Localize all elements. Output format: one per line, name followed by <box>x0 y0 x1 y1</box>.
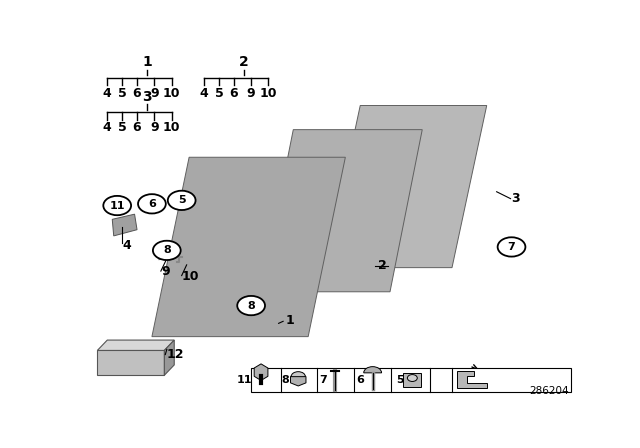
Text: 7: 7 <box>319 375 326 385</box>
Text: 9: 9 <box>150 121 159 134</box>
Polygon shape <box>164 340 174 375</box>
Polygon shape <box>254 364 268 380</box>
Circle shape <box>237 296 265 315</box>
Text: 8: 8 <box>247 301 255 310</box>
Text: 5: 5 <box>118 121 127 134</box>
Text: 4: 4 <box>103 121 111 134</box>
Text: 10: 10 <box>163 121 180 134</box>
Polygon shape <box>112 214 137 236</box>
Wedge shape <box>291 372 305 377</box>
Text: 1: 1 <box>286 314 294 327</box>
Polygon shape <box>457 371 487 388</box>
Text: 5: 5 <box>214 86 223 99</box>
Circle shape <box>153 241 180 260</box>
Circle shape <box>408 375 417 382</box>
Text: 6: 6 <box>132 86 141 99</box>
Text: 4: 4 <box>200 86 209 99</box>
Text: 9: 9 <box>162 265 170 278</box>
Text: 5: 5 <box>118 86 127 99</box>
FancyBboxPatch shape <box>403 373 421 387</box>
Text: 3: 3 <box>511 192 520 205</box>
Text: 10: 10 <box>182 270 199 283</box>
FancyBboxPatch shape <box>251 368 571 392</box>
Polygon shape <box>261 129 422 292</box>
Polygon shape <box>152 157 346 336</box>
Text: 7: 7 <box>508 242 515 252</box>
Text: 2: 2 <box>239 55 248 69</box>
Text: 6: 6 <box>148 199 156 209</box>
Text: 5: 5 <box>178 195 186 205</box>
Text: 286204: 286204 <box>529 386 568 396</box>
Text: 10: 10 <box>260 86 277 99</box>
Text: 2: 2 <box>378 259 387 272</box>
Text: 1: 1 <box>142 55 152 69</box>
Circle shape <box>138 194 166 214</box>
Text: 5: 5 <box>396 375 403 385</box>
Text: 6: 6 <box>356 375 364 385</box>
Text: 8: 8 <box>282 375 289 385</box>
Text: 6: 6 <box>230 86 238 99</box>
Text: 9: 9 <box>150 86 159 99</box>
Text: 4: 4 <box>122 239 131 252</box>
Circle shape <box>168 191 196 210</box>
Polygon shape <box>97 350 164 375</box>
Text: 3: 3 <box>142 90 152 104</box>
Text: 12: 12 <box>167 348 184 361</box>
Polygon shape <box>291 374 306 386</box>
Circle shape <box>103 196 131 215</box>
Text: 11: 11 <box>237 375 252 385</box>
Text: 9: 9 <box>247 86 255 99</box>
Circle shape <box>498 237 525 257</box>
Wedge shape <box>364 366 381 373</box>
Text: 10: 10 <box>163 86 180 99</box>
Text: 4: 4 <box>103 86 111 99</box>
Text: 8: 8 <box>163 246 171 255</box>
Polygon shape <box>326 106 486 267</box>
Text: 11: 11 <box>109 201 125 211</box>
Text: 6: 6 <box>132 121 141 134</box>
Polygon shape <box>97 340 174 350</box>
